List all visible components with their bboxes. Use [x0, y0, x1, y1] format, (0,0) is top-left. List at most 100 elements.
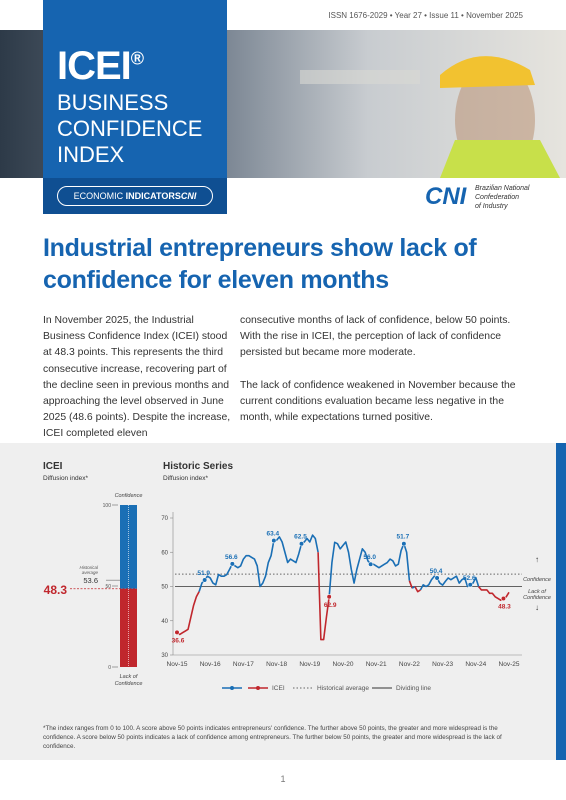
logo-text: Brazilian National Confederation of Indu… [475, 184, 529, 211]
issn-line: ISSN 1676-2029 • Year 27 • Issue 11 • No… [328, 11, 523, 20]
gauge-lower-label: Lack of [120, 674, 138, 680]
brand-line: BUSINESS [57, 90, 169, 115]
gauge-title: ICEI [43, 461, 63, 472]
brand-line: INDEX [57, 142, 125, 167]
chart-subtitle: Diffusion index* [163, 475, 209, 482]
legend-label: Historical average [317, 685, 369, 692]
series-line [414, 586, 421, 593]
gauge-reference-label: average [82, 570, 99, 575]
legend-swatch [256, 686, 260, 690]
series-line [408, 580, 413, 589]
series-pill: ECONOMIC INDICATORSCNI [57, 186, 213, 206]
arrow: ↑ [535, 555, 539, 564]
x-tick-label: Nov-17 [233, 661, 254, 668]
value-label: 48.3 [498, 603, 511, 610]
gauge-tick-label: 0 [108, 665, 111, 671]
value-label: 63.4 [267, 531, 280, 538]
value-label: 62.9 [324, 602, 337, 609]
point [202, 577, 208, 583]
series-line [198, 534, 319, 592]
gauge-value: 48.3 [44, 583, 68, 597]
point [326, 594, 332, 600]
x-tick-label: Nov-23 [432, 661, 453, 668]
value-label: 51.7 [397, 534, 410, 541]
legend: ICEI Historical average Dividing line [222, 685, 431, 692]
paragraph: consecutive months of lack of confidence… [240, 315, 511, 359]
charts: ICEI Diffusion index* Historic Series Di… [43, 461, 551, 692]
value-label: 36.6 [172, 637, 185, 644]
legend-label: ICEI [272, 685, 285, 692]
x-tick-label: Nov-22 [399, 661, 420, 668]
x-tick-label: Nov-25 [499, 661, 520, 668]
point [467, 582, 473, 588]
gauge-tick-label: 50 [105, 584, 111, 590]
series-label: ECONOMIC [73, 191, 124, 201]
legend-swatch [230, 686, 234, 690]
point [229, 561, 235, 567]
point [368, 561, 374, 567]
series-band: ECONOMIC INDICATORSCNI [43, 178, 227, 214]
y-tick-label: 40 [161, 619, 168, 625]
gauge-lower-label: Confidence [115, 681, 143, 687]
x-tick-label: Nov-21 [366, 661, 387, 668]
series-line [328, 541, 411, 597]
logo-line: of Industry [475, 203, 508, 210]
arrow: ↓ [535, 603, 539, 612]
point [174, 629, 180, 635]
value-label: 52.6 [463, 575, 476, 582]
series-label: INDICATORS [125, 191, 181, 201]
y-tick-label: 30 [161, 653, 168, 659]
side-label: Confidence [523, 577, 551, 583]
value-label: 62.5 [294, 534, 307, 541]
chart-panel [0, 443, 556, 760]
paragraph: The lack of confidence weakened in Novem… [240, 379, 516, 424]
paragraph: In November 2025, the Industrial Busines… [43, 315, 231, 440]
footnote: *The index ranges from 0 to 100. A score… [43, 725, 502, 750]
value-label: 56.0 [363, 554, 376, 561]
legend-label: Dividing line [396, 685, 431, 692]
point [271, 538, 277, 544]
y-tick-label: 70 [161, 516, 168, 522]
gauge-upper [120, 505, 137, 589]
page-number: 1 [280, 774, 286, 784]
y-tick-label: 60 [161, 550, 168, 556]
brand-title-text: ICEI [57, 44, 132, 88]
text-column: consecutive months of lack of confidence… [240, 313, 520, 442]
value-label: 56.6 [225, 554, 238, 561]
side-strip [556, 443, 566, 760]
text-column: In November 2025, the Industrial Busines… [43, 313, 233, 459]
x-tick-label: Nov-18 [266, 661, 287, 668]
logo-line: Brazilian National [475, 185, 530, 192]
series-label: CNI [180, 191, 197, 201]
value-label: 51.9 [197, 570, 210, 577]
point [500, 595, 507, 602]
point [434, 575, 440, 581]
headline: Industrial entrepreneurs show lack of co… [43, 234, 477, 294]
side-label: Lack of [528, 589, 546, 595]
gauge-tick-label: 100 [103, 503, 112, 509]
side-label: Confidence [523, 595, 551, 601]
brand-title: ICEI® [57, 44, 144, 89]
gauge-upper-label: Confidence [115, 493, 143, 499]
series-line [176, 591, 200, 636]
y-tick-label: 50 [161, 585, 168, 591]
gauge-reference-label: Historical [79, 565, 99, 570]
logo: CNI [425, 183, 467, 210]
chart-title: Historic Series [163, 461, 233, 472]
x-tick-label: Nov-19 [299, 661, 320, 668]
x-tick-label: Nov-20 [333, 661, 354, 668]
point [298, 541, 305, 547]
photo-art [300, 56, 560, 180]
x-tick-label: Nov-24 [465, 661, 486, 668]
brand-box: ICEI® BUSINESS CONFIDENCE INDEX ECONOMIC… [43, 0, 227, 214]
value-label: 50.4 [430, 568, 443, 575]
gauge-subtitle: Diffusion index* [43, 475, 89, 482]
gauge-reference-value: 53.6 [83, 576, 98, 585]
point [401, 541, 407, 547]
logo-line: Confederation [475, 194, 519, 201]
x-tick-label: Nov-15 [167, 661, 188, 668]
brand-line: CONFIDENCE [57, 116, 203, 141]
x-tick-label: Nov-16 [200, 661, 221, 668]
series-line [317, 552, 330, 641]
